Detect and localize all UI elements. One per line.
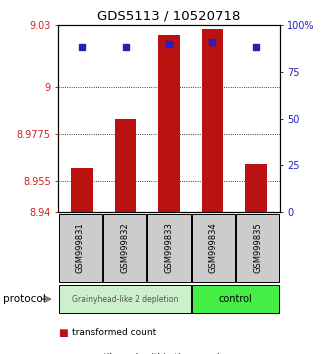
- Bar: [71, 167, 93, 212]
- Text: Grainyhead-like 2 depletion: Grainyhead-like 2 depletion: [72, 295, 178, 304]
- Text: GSM999835: GSM999835: [253, 222, 262, 273]
- Text: GSM999832: GSM999832: [120, 222, 129, 273]
- Title: GDS5113 / 10520718: GDS5113 / 10520718: [97, 9, 241, 22]
- Bar: [59, 214, 102, 282]
- Bar: [191, 285, 279, 314]
- Bar: [158, 35, 180, 212]
- Text: ■: ■: [58, 328, 68, 338]
- Bar: [236, 214, 279, 282]
- Text: control: control: [218, 294, 252, 304]
- Bar: [245, 165, 267, 212]
- Text: ■: ■: [58, 353, 68, 354]
- Bar: [191, 214, 235, 282]
- Bar: [147, 214, 191, 282]
- Text: GSM999833: GSM999833: [165, 222, 173, 273]
- Text: transformed count: transformed count: [72, 328, 156, 337]
- Bar: [115, 119, 137, 212]
- Text: percentile rank within the sample: percentile rank within the sample: [72, 353, 225, 354]
- Bar: [59, 285, 191, 314]
- Text: protocol: protocol: [3, 294, 46, 304]
- Bar: [201, 29, 223, 212]
- Text: GSM999834: GSM999834: [209, 222, 218, 273]
- Bar: [103, 214, 147, 282]
- Text: GSM999831: GSM999831: [76, 222, 85, 273]
